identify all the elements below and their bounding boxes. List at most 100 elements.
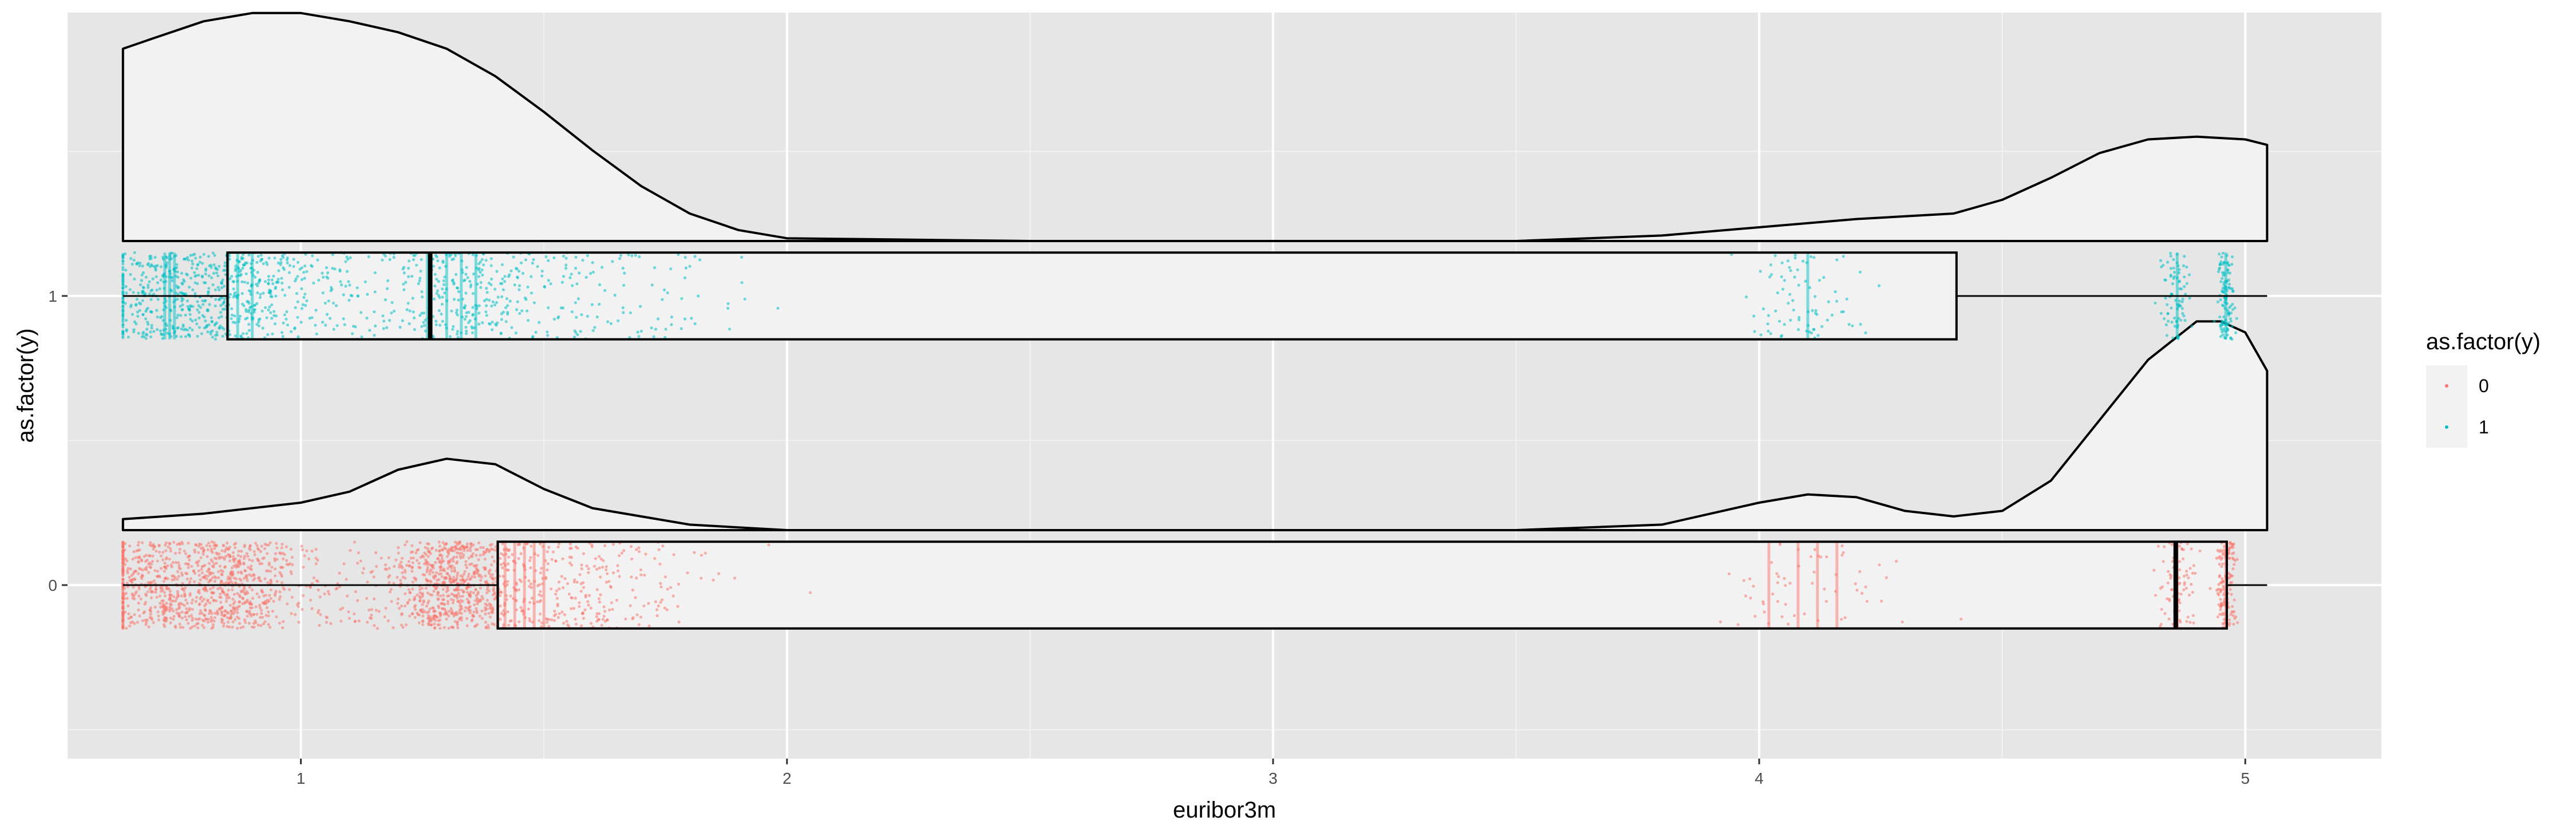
point [163,301,166,305]
point [478,614,482,618]
point [420,325,424,329]
point [250,271,254,274]
point [185,607,188,610]
point [202,546,205,550]
point [392,309,396,313]
point [151,264,154,267]
point [265,606,269,609]
point [541,577,544,581]
point [138,614,141,618]
point [215,271,219,275]
point [233,291,237,294]
point [133,578,137,581]
point [150,326,153,330]
point [373,310,376,314]
point [474,588,477,591]
point [491,328,494,331]
density-cloud-1 [121,11,2269,242]
point [302,295,306,299]
point [680,297,683,301]
point [248,544,252,547]
point [424,586,428,590]
point [1877,284,1881,287]
point [156,610,160,614]
point [244,308,248,311]
point [588,594,591,597]
point [587,603,590,607]
point [196,618,200,621]
point [2159,622,2163,626]
point [426,566,429,570]
point [139,283,142,287]
point [246,281,250,285]
point [257,318,260,322]
point [435,571,438,574]
point [255,260,259,264]
point [2173,316,2176,320]
legend-label-1: 1 [2479,417,2489,437]
point [467,556,471,560]
point [528,601,532,604]
point [527,319,530,322]
point [230,313,234,317]
point [421,603,424,606]
point [1791,299,1795,302]
point [1770,560,1773,564]
point [175,263,179,266]
point [385,287,389,290]
point [480,609,484,613]
point [2217,583,2221,586]
legend-label-0: 0 [2479,376,2489,396]
point [808,591,812,594]
point [449,581,453,585]
point [546,621,549,624]
point [494,322,497,326]
point [1811,309,1814,313]
point [389,587,393,591]
point [156,315,159,319]
point [246,579,249,582]
point [334,587,338,591]
point [1826,318,1829,322]
point [219,601,223,604]
point [565,619,568,623]
point [200,567,203,571]
point [2229,319,2233,323]
point [453,570,457,573]
point [487,322,491,325]
point [211,283,215,286]
point [260,258,263,261]
point [2163,278,2167,282]
point [178,551,181,555]
point [407,588,411,591]
point [411,561,414,564]
point [581,612,584,615]
point [219,593,222,596]
point [146,590,149,594]
point [401,626,405,629]
point [2227,311,2230,315]
point [446,550,449,554]
point [410,544,414,547]
point [582,617,586,620]
point [2231,290,2235,293]
point [286,602,289,606]
point [635,613,639,617]
point [2184,293,2187,296]
point [177,607,180,610]
point [2184,586,2188,590]
point [206,555,209,558]
point [147,625,151,629]
point [136,314,140,318]
point [220,606,223,610]
point [280,277,283,280]
point [156,327,159,331]
point [361,571,365,575]
point [498,574,501,578]
point [2172,275,2176,278]
point [595,588,599,591]
point [1864,331,1867,334]
point [143,610,147,614]
point [267,256,271,260]
point [1809,555,1813,558]
